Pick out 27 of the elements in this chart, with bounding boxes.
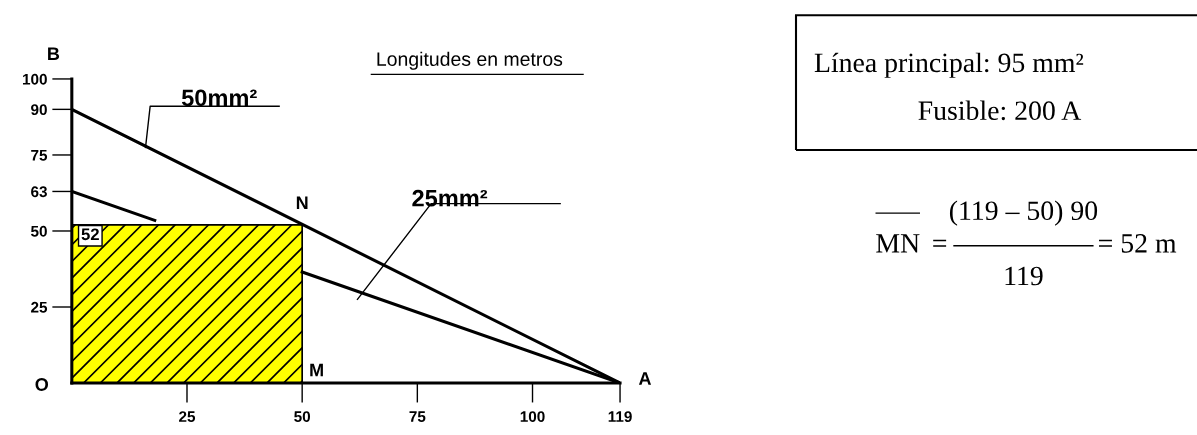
x-tick-label: 25: [179, 411, 196, 423]
annotation: N: [296, 196, 308, 209]
y-tick-label: 25: [31, 301, 48, 313]
y-tick-label: 75: [31, 149, 48, 161]
annotation: O: [35, 378, 49, 391]
annotation: A: [638, 372, 652, 385]
annotation: 52: [81, 228, 99, 241]
text: MN: [876, 234, 920, 253]
x-tick-label: 119: [608, 411, 632, 423]
text: = 52 m: [1099, 234, 1177, 253]
y-tick-label: 90: [31, 104, 47, 116]
annotation: M: [310, 363, 323, 377]
text: 25mm²: [412, 189, 488, 207]
y-tick-label: 50: [30, 225, 47, 237]
text: B: [48, 47, 60, 60]
x-tick-label: 50: [294, 411, 311, 423]
y-tick-label: 100: [22, 73, 47, 85]
y-tick-label: 63: [31, 186, 47, 198]
x-tick-label: 75: [409, 411, 426, 423]
x-tick-label: 100: [520, 411, 545, 423]
text: (119 – 50) 90: [949, 200, 1098, 226]
text: =: [933, 239, 947, 247]
text: Longitudes en metros: [377, 51, 563, 70]
text: 119: [1005, 266, 1043, 286]
text: Fusible: 200 A: [918, 100, 1082, 121]
text: Línea principal: 95 mm²: [814, 52, 1084, 78]
text: 50mm²: [181, 89, 257, 107]
